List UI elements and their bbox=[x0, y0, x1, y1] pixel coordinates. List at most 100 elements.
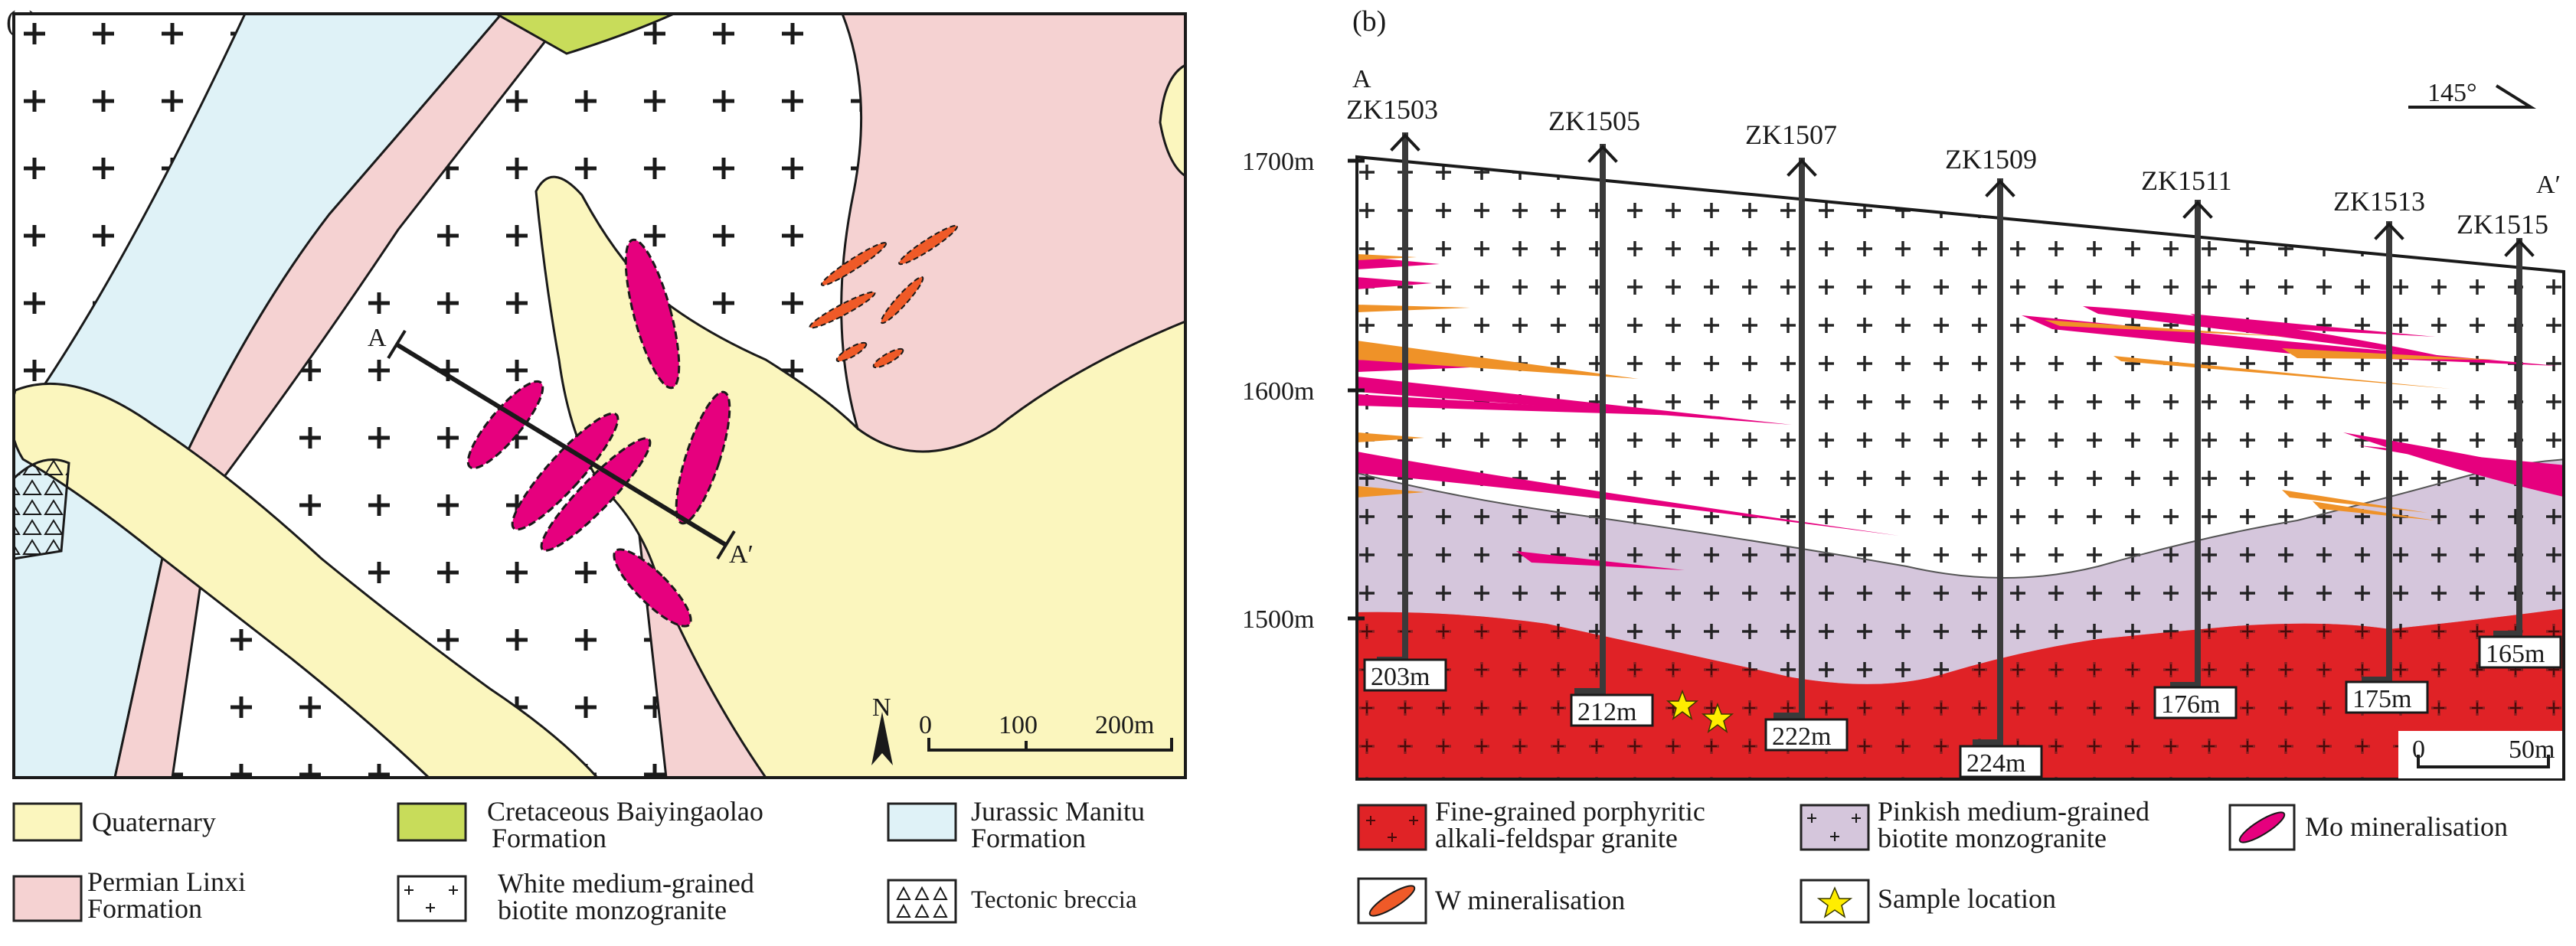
legend-fine-granite-swatch bbox=[1357, 804, 1427, 851]
map-section-end: A′ bbox=[729, 540, 754, 569]
section-red-crosses bbox=[1357, 608, 2564, 779]
legend-quaternary-swatch bbox=[12, 802, 83, 842]
section-contact-lower bbox=[1357, 458, 2564, 579]
drill-hole-id: ZK1509 bbox=[1945, 144, 2037, 175]
drill-hole-id: ZK1513 bbox=[2333, 186, 2425, 217]
map-cretaceous-patch bbox=[493, 14, 675, 55]
legend-w: W mineralisation bbox=[1435, 885, 1626, 915]
legend-mo-swatch bbox=[2228, 804, 2296, 851]
legend-white-granite-swatch bbox=[397, 875, 467, 922]
drill-hole-depth: 212m bbox=[1577, 698, 1636, 726]
mo-body bbox=[466, 380, 544, 470]
legend-fine-granite-line1: Fine-grained porphyritic bbox=[1435, 796, 1705, 827]
map-quaternary-east bbox=[1159, 64, 1185, 178]
legend-breccia-swatch bbox=[887, 879, 957, 924]
legend-white-granite-line1: White medium-grained bbox=[498, 868, 754, 899]
map-scale-0: 0 bbox=[919, 711, 932, 739]
legend-cretaceous-line2: Formation bbox=[492, 823, 606, 853]
drill-hole-zk1505 bbox=[1574, 144, 1618, 694]
w-lens bbox=[2045, 320, 2290, 337]
legend-fine-granite-line2: alkali-feldspar granite bbox=[1435, 823, 1678, 853]
geological-map: A A′ N 0 100 200m bbox=[12, 12, 1187, 924]
w-lens bbox=[1357, 305, 1470, 312]
depth-boxes bbox=[1363, 635, 2562, 778]
section-scale-bar bbox=[2417, 755, 2550, 768]
drill-hole-depth: 222m bbox=[1772, 723, 1831, 751]
mo-lens bbox=[2083, 306, 2458, 360]
drill-hole-depth: 224m bbox=[1966, 749, 2025, 778]
legend-jurassic-swatch bbox=[887, 802, 957, 842]
drill-hole-depth: 203m bbox=[1371, 663, 1430, 691]
section-scale-box bbox=[2398, 731, 2562, 778]
depth-box bbox=[1570, 693, 1654, 727]
mo-lens bbox=[2343, 432, 2564, 497]
depth-box bbox=[1363, 658, 1447, 692]
legend-breccia: Tectonic breccia bbox=[971, 886, 1137, 914]
drill-hole-id: ZK1511 bbox=[2141, 165, 2232, 196]
drill-hole-zk1513 bbox=[2362, 221, 2404, 683]
mo-lens bbox=[2359, 445, 2564, 482]
depth-box bbox=[1764, 718, 1849, 752]
w-lens bbox=[1357, 341, 1639, 379]
drill-hole-depth: 176m bbox=[2161, 690, 2220, 719]
panel-b-label: (b) bbox=[1352, 5, 1387, 38]
depth-box bbox=[2345, 680, 2429, 714]
map-tectonic-breccia bbox=[14, 458, 70, 560]
orientation-arrow-icon bbox=[2408, 84, 2536, 109]
map-scale-200: 200m bbox=[1095, 711, 1154, 739]
north-arrow-icon bbox=[871, 712, 893, 765]
cross-section: 1700m 1600m 1500m bbox=[1242, 65, 2565, 925]
w-lens bbox=[2313, 501, 2435, 520]
legend-pinkish-granite-swatch bbox=[1800, 804, 1870, 851]
legend-permian-line1: Permian Linxi bbox=[87, 866, 246, 897]
section-white-texture bbox=[1357, 157, 2564, 779]
section-scale-50: 50m bbox=[2509, 736, 2555, 764]
mo-body bbox=[540, 437, 652, 552]
elevation-1600: 1600m bbox=[1242, 377, 1314, 406]
legend-sample-swatch bbox=[1800, 879, 1870, 924]
map-scale-bar bbox=[927, 738, 1173, 752]
legend-cretaceous-swatch bbox=[397, 802, 467, 842]
north-label: N bbox=[872, 693, 891, 722]
w-vein bbox=[880, 276, 924, 325]
map-permian-strip-left bbox=[113, 14, 568, 778]
legend-jurassic-line2: Formation bbox=[971, 823, 1086, 853]
section-end-label: A′ bbox=[2536, 171, 2561, 199]
map-w-veins bbox=[809, 224, 958, 369]
star-icon bbox=[1666, 689, 1699, 720]
depth-box bbox=[1959, 745, 2043, 778]
mo-body bbox=[511, 412, 619, 531]
legend-permian-line2: Formation bbox=[87, 893, 202, 924]
elevation-1700: 1700m bbox=[1242, 148, 1314, 176]
mo-lens bbox=[1357, 394, 1731, 417]
w-vein bbox=[809, 291, 876, 329]
depth-box bbox=[2153, 686, 2238, 719]
star-icon bbox=[1701, 702, 1734, 733]
mo-body bbox=[613, 548, 692, 628]
map-scale-100: 100 bbox=[999, 711, 1038, 739]
w-lens bbox=[1357, 254, 1417, 260]
drill-hole-zk1507 bbox=[1773, 158, 1817, 719]
mo-body bbox=[675, 390, 731, 525]
elevation-ticks bbox=[1348, 158, 1365, 621]
mo-lens bbox=[1357, 277, 1432, 289]
map-frame bbox=[12, 12, 1187, 779]
section-frame bbox=[1355, 155, 2565, 781]
drill-hole-id: ZK1505 bbox=[1548, 106, 1640, 136]
sample-stars bbox=[1666, 689, 1734, 733]
drill-hole-id: ZK1515 bbox=[2457, 209, 2548, 240]
legend-jurassic-line1: Jurassic Manitu bbox=[971, 796, 1145, 827]
drill-hole-depth: 175m bbox=[2352, 685, 2411, 713]
w-vein bbox=[820, 242, 888, 286]
legend-pinkish-line1: Pinkish medium-grained bbox=[1878, 796, 2149, 827]
w-vein bbox=[898, 224, 958, 266]
map-section-start: A bbox=[368, 324, 387, 352]
w-vein bbox=[872, 347, 904, 369]
map-quaternary-west bbox=[14, 382, 600, 778]
map-section-line bbox=[387, 329, 736, 560]
legend-white-granite-line2: biotite monzogranite bbox=[498, 895, 727, 925]
section-scale-0: 0 bbox=[2412, 736, 2425, 764]
legend-quaternary: Quaternary bbox=[92, 807, 216, 837]
mo-lens bbox=[1357, 377, 1792, 425]
legend-pinkish-line2: biotite monzogranite bbox=[1878, 823, 2107, 853]
